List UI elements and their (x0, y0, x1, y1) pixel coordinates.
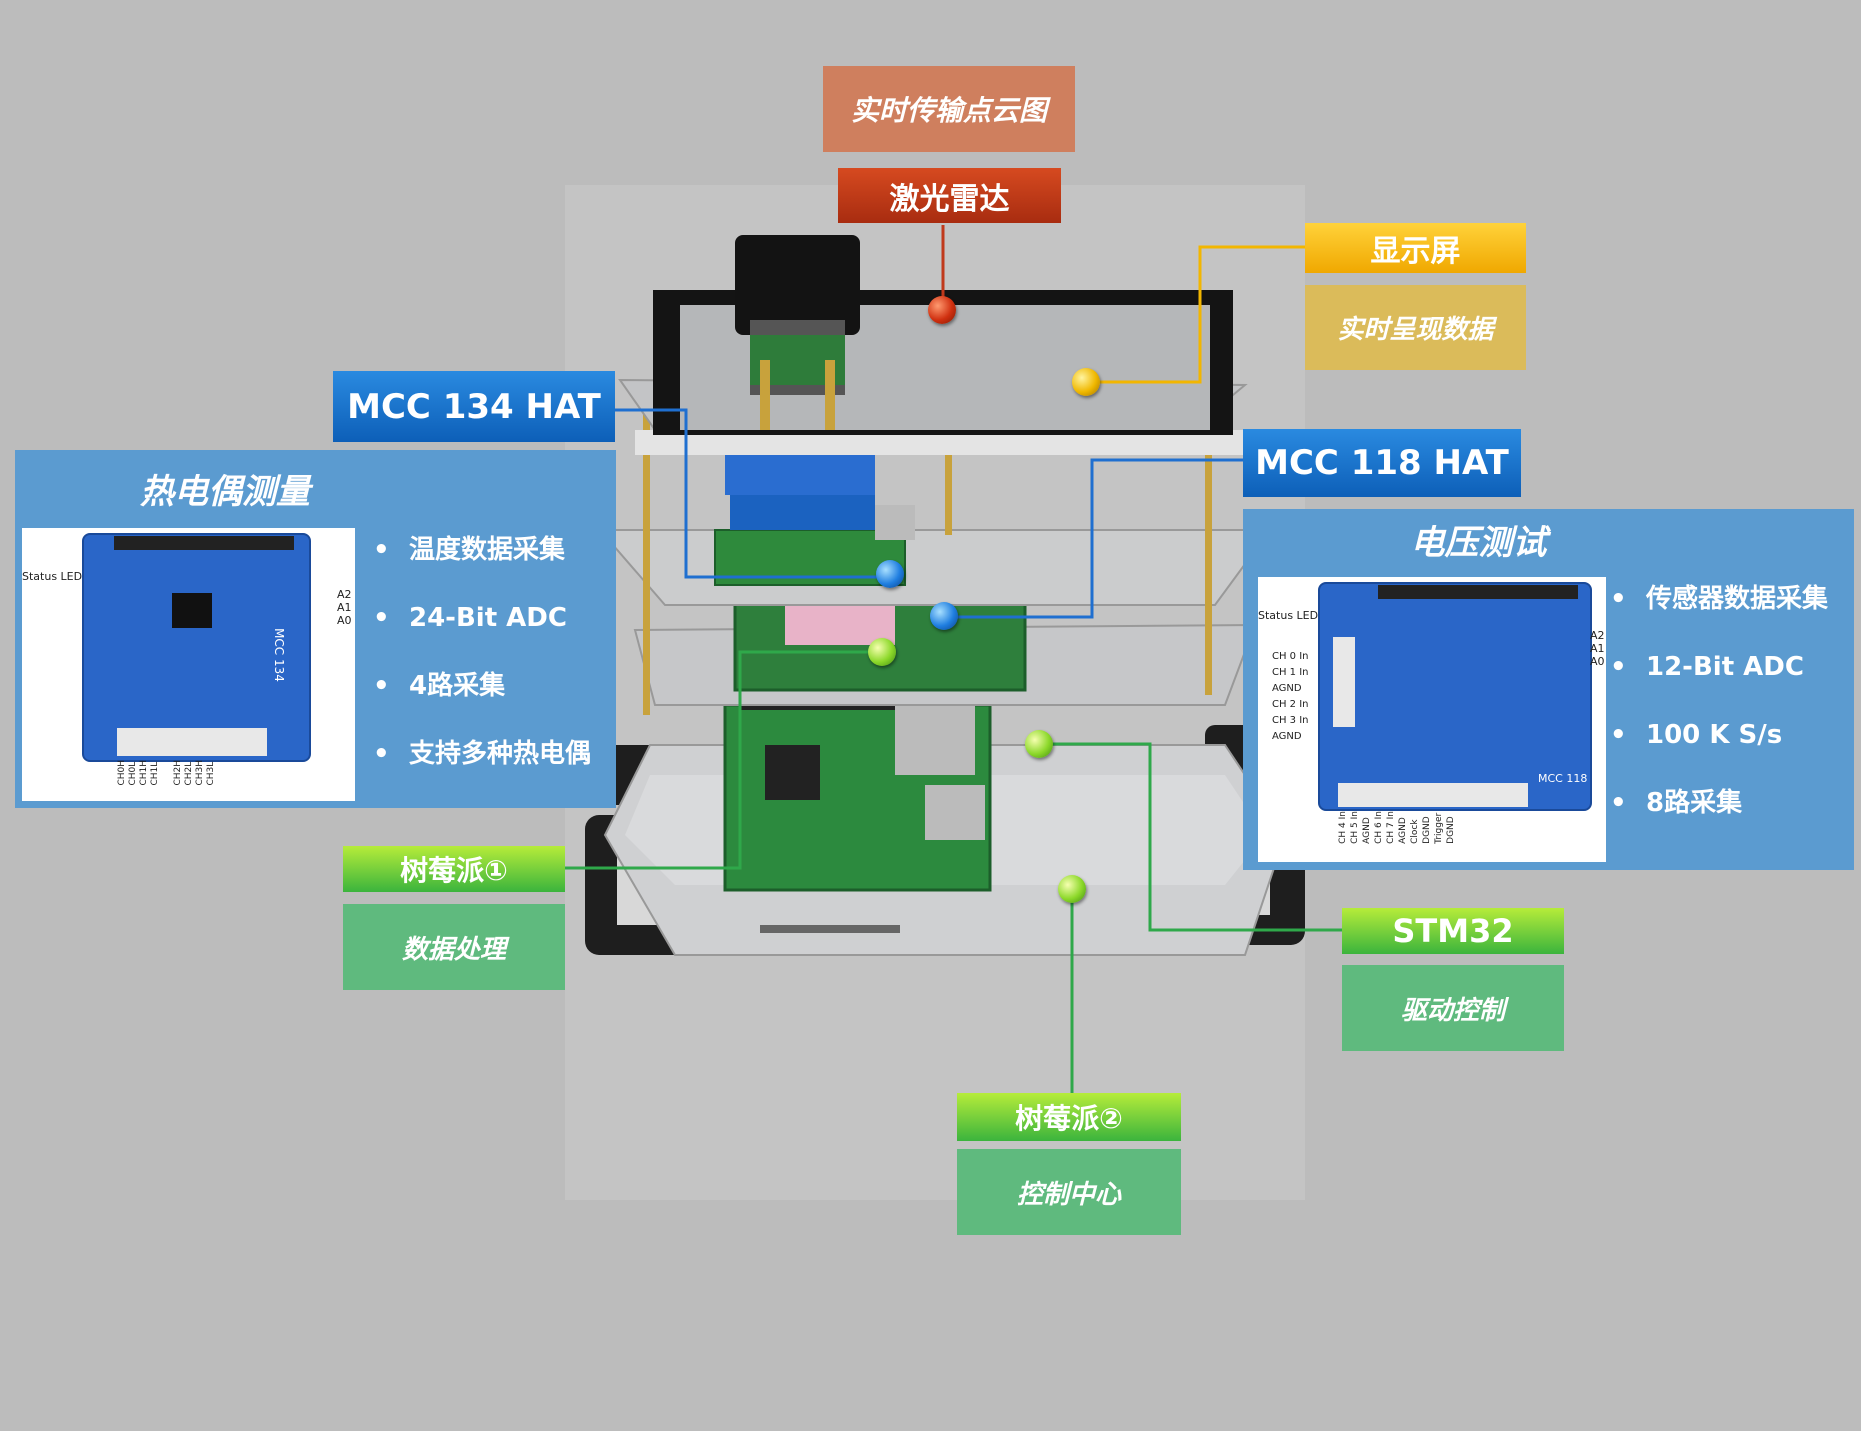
mcc134-pcb (82, 533, 311, 762)
mcc118-input-labels: CH 0 In CH 1 In AGND CH 2 In CH 3 In AGND (1272, 651, 1309, 742)
lidar-marker (928, 296, 956, 324)
display-connector (1087, 245, 1305, 384)
mcc134-connector (613, 408, 890, 579)
mcc134-channel-labels: CH0H CH0L CH1H CH1L CH2H CH2L CH3H CH3L (117, 760, 216, 786)
mcc134-panel: 热电偶测量 Status LED A2 A1 A0 MCC 134 CH0H CH0… (15, 450, 616, 808)
pi2-description: 控制中心 (957, 1149, 1181, 1235)
pi2-marker (1058, 875, 1086, 903)
lidar-label: 激光雷达 (838, 168, 1061, 223)
stm32-marker (1025, 730, 1053, 758)
robot-photo (565, 185, 1305, 1200)
robot-illustration (585, 235, 1305, 956)
mcc134-panel-title: 热电偶测量 (140, 472, 310, 512)
mcc118-panel: 电压测试 Status LED A2 A1 A0 CH 0 In CH 1 In AGN… (1243, 509, 1854, 870)
mcc118-addr-labels: A2 A1 A0 (1590, 629, 1605, 668)
mcc118-bottom-terminal (1338, 783, 1528, 807)
mcc134-board-image: Status LED A2 A1 A0 MCC 134 CH0H CH0L CH1H… (22, 528, 355, 801)
mcc118-board-image: Status LED A2 A1 A0 CH 0 In CH 1 In AGND CH … (1258, 577, 1606, 862)
display-description: 实时呈现数据 (1305, 285, 1526, 370)
display-label: 显示屏 (1305, 223, 1526, 273)
mcc118-left-terminal (1333, 637, 1355, 727)
pi1-label: 树莓派① (343, 846, 565, 892)
mcc118-marker (930, 602, 958, 630)
mcc118-feature: 传感器数据采集 (1608, 579, 1828, 647)
mcc118-label: MCC 118 HAT (1243, 429, 1521, 497)
display-marker (1072, 368, 1100, 396)
mcc118-header-pins (1378, 585, 1578, 599)
mcc134-status-label: Status LED (22, 570, 83, 583)
mcc134-feature: 支持多种热电偶 (371, 734, 591, 802)
mcc118-pcb (1318, 582, 1592, 811)
mcc118-panel-title: 电压测试 (1410, 523, 1547, 563)
mcc118-connector (945, 458, 1243, 619)
mcc134-feature: 温度数据采集 (371, 530, 591, 598)
mcc118-feature: 12-Bit ADC (1608, 647, 1828, 715)
mcc134-marker (876, 560, 904, 588)
mcc134-model-label: MCC 134 (271, 628, 286, 682)
mcc118-features: 传感器数据采集 12-Bit ADC 100 K S/s 8路采集 (1608, 579, 1828, 851)
stm32-label: STM32 (1342, 908, 1564, 954)
mcc118-model-label: MCC 118 (1538, 772, 1588, 785)
mcc118-status-label: Status LED (1258, 609, 1319, 622)
mcc118-feature: 8路采集 (1608, 783, 1828, 851)
pi2-label: 树莓派② (957, 1093, 1181, 1141)
pi1-marker (868, 638, 896, 666)
stm32-connector (1040, 742, 1345, 932)
mcc134-label: MCC 134 HAT (333, 371, 615, 442)
mcc118-bottom-labels: CH 4 In CH 5 In AGND CH 6 In CH 7 In AGN… (1338, 811, 1456, 844)
mcc134-addr-labels: A2 A1 A0 (337, 588, 352, 627)
pi1-connector (565, 650, 880, 870)
mcc134-feature: 24-Bit ADC (371, 598, 591, 666)
lidar-description: 实时传输点云图 (823, 66, 1075, 152)
mcc134-header-pins (114, 536, 294, 550)
stm32-description: 驱动控制 (1342, 965, 1564, 1051)
mcc118-feature: 100 K S/s (1608, 715, 1828, 783)
mcc134-features: 温度数据采集 24-Bit ADC 4路采集 支持多种热电偶 (371, 530, 591, 802)
mcc134-feature: 4路采集 (371, 666, 591, 734)
mcc134-chip (172, 593, 212, 628)
pi1-description: 数据处理 (343, 904, 565, 990)
mcc134-terminal (117, 728, 267, 756)
